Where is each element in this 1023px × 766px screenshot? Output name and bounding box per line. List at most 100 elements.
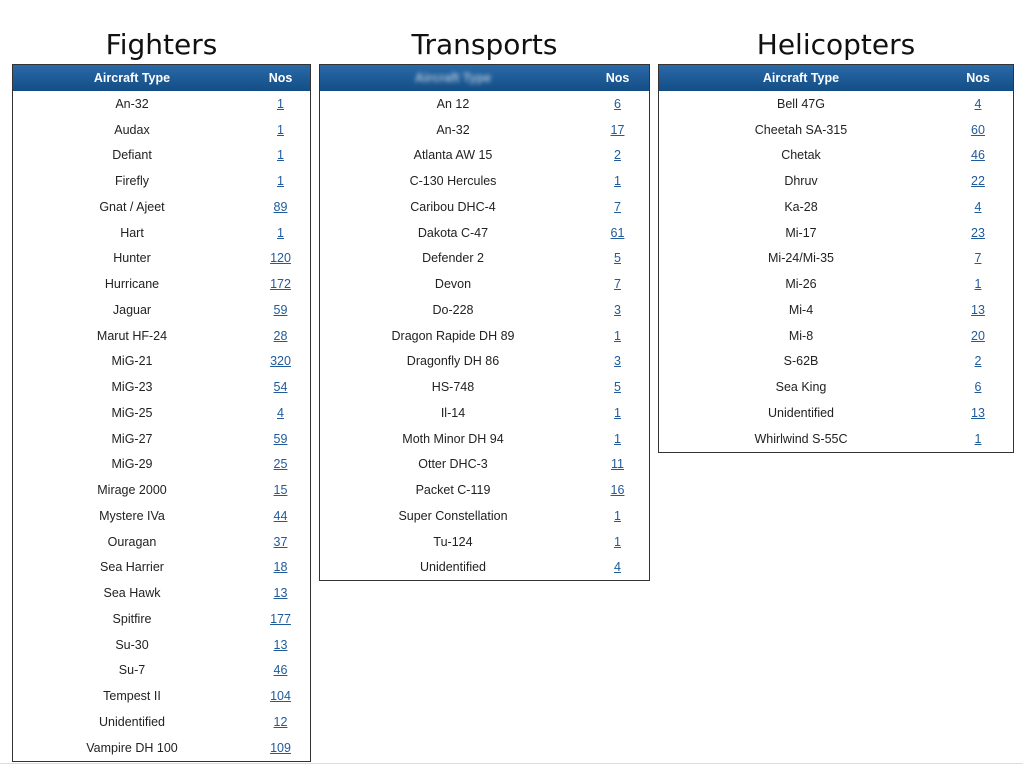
count-link[interactable]: 44 xyxy=(273,508,288,523)
count-link[interactable]: 5 xyxy=(614,251,621,266)
count-link[interactable]: 7 xyxy=(974,251,982,266)
count-link[interactable]: 1 xyxy=(614,405,621,420)
count-link[interactable]: 59 xyxy=(273,302,288,317)
count-link[interactable]: 1 xyxy=(277,148,284,163)
aircraft-type: Hurricane xyxy=(104,277,160,292)
table-row: Marut HF-24 28 xyxy=(13,323,310,349)
count-link[interactable]: 4 xyxy=(614,560,621,575)
count-link[interactable]: 1 xyxy=(614,174,621,189)
table-row: Dhruv 22 xyxy=(659,168,1013,194)
count-link[interactable]: 1 xyxy=(614,534,621,549)
count-link[interactable]: 3 xyxy=(614,354,621,369)
count-link[interactable]: 1 xyxy=(277,174,284,189)
count-link[interactable]: 320 xyxy=(270,354,291,369)
count-link[interactable]: 13 xyxy=(273,586,288,601)
count-link[interactable]: 59 xyxy=(273,431,288,446)
count-link[interactable]: 172 xyxy=(270,277,291,292)
count-link[interactable]: 1 xyxy=(974,277,982,292)
table-row: Tu-124 1 xyxy=(320,529,649,555)
count-link[interactable]: 1 xyxy=(614,328,621,343)
count-cell: 1 xyxy=(586,432,649,446)
table-row: Bell 47G 4 xyxy=(659,91,1013,117)
count-link[interactable]: 4 xyxy=(974,199,982,214)
count-link[interactable]: 46 xyxy=(273,663,288,678)
table-row: Defender 2 5 xyxy=(320,246,649,272)
table-row: Packet C-119 16 xyxy=(320,477,649,503)
count-cell: 1 xyxy=(943,432,1013,446)
aircraft-type: Dragonfly DH 86 xyxy=(406,354,500,369)
footer-line xyxy=(0,763,1023,764)
count-cell: 13 xyxy=(943,406,1013,420)
count-cell: 6 xyxy=(943,380,1013,394)
count-link[interactable]: 17 xyxy=(610,122,625,137)
count-link[interactable]: 13 xyxy=(971,405,985,420)
count-cell: 13 xyxy=(251,638,310,652)
count-cell: 6 xyxy=(586,97,649,111)
count-link[interactable]: 61 xyxy=(610,225,625,240)
count-link[interactable]: 46 xyxy=(971,148,985,163)
count-link[interactable]: 89 xyxy=(273,199,288,214)
table-row: An 12 6 xyxy=(320,91,649,117)
count-link[interactable]: 12 xyxy=(273,714,288,729)
count-cell: 5 xyxy=(586,380,649,394)
count-link[interactable]: 1 xyxy=(277,96,284,111)
count-link[interactable]: 3 xyxy=(614,302,621,317)
count-cell: 109 xyxy=(251,741,310,755)
count-link[interactable]: 16 xyxy=(610,483,625,498)
count-link[interactable]: 7 xyxy=(614,199,621,214)
count-link[interactable]: 1 xyxy=(277,225,284,240)
count-link[interactable]: 5 xyxy=(614,380,621,395)
count-link[interactable]: 1 xyxy=(614,508,621,523)
count-link[interactable]: 120 xyxy=(270,251,291,266)
count-link[interactable]: 23 xyxy=(971,225,985,240)
aircraft-type: Il-14 xyxy=(440,405,466,420)
header-row: Aircraft Type Nos xyxy=(659,65,1013,91)
aircraft-type: Whirlwind S-55C xyxy=(754,431,848,446)
aircraft-type: S-62B xyxy=(783,354,819,369)
count-cell: 1 xyxy=(586,406,649,420)
count-link[interactable]: 177 xyxy=(270,611,291,626)
table-row: MiG-29 25 xyxy=(13,452,310,478)
count-link[interactable]: 13 xyxy=(273,637,288,652)
count-link[interactable]: 2 xyxy=(614,148,621,163)
count-link[interactable]: 2 xyxy=(974,354,982,369)
count-link[interactable]: 1 xyxy=(614,431,621,446)
table-row: Tempest II 104 xyxy=(13,683,310,709)
table-row: Mi-26 1 xyxy=(659,271,1013,297)
table-row: Chetak 46 xyxy=(659,143,1013,169)
column-header: Nos xyxy=(605,71,630,85)
aircraft-type: MiG-25 xyxy=(111,405,153,420)
aircraft-type: MiG-21 xyxy=(111,354,153,369)
count-link[interactable]: 11 xyxy=(611,457,624,472)
count-link[interactable]: 1 xyxy=(277,122,284,137)
count-cell: 13 xyxy=(251,586,310,600)
count-link[interactable]: 7 xyxy=(614,277,621,292)
count-link[interactable]: 109 xyxy=(270,740,291,755)
count-link[interactable]: 6 xyxy=(614,96,621,111)
count-link[interactable]: 13 xyxy=(971,302,985,317)
count-link[interactable]: 20 xyxy=(971,328,985,343)
count-link[interactable]: 25 xyxy=(273,457,288,472)
aircraft-type: Unidentified xyxy=(98,714,165,729)
count-cell: 2 xyxy=(943,354,1013,368)
count-cell: 46 xyxy=(943,148,1013,162)
aircraft-type: Audax xyxy=(114,122,150,137)
count-link[interactable]: 37 xyxy=(273,534,288,549)
count-cell: 1 xyxy=(251,174,310,188)
count-link[interactable]: 18 xyxy=(273,560,288,575)
count-link[interactable]: 4 xyxy=(974,96,982,111)
count-link[interactable]: 60 xyxy=(971,122,985,137)
aircraft-type: An-32 xyxy=(115,96,149,111)
count-cell: 59 xyxy=(251,303,310,317)
count-link[interactable]: 1 xyxy=(974,431,982,446)
count-link[interactable]: 22 xyxy=(971,174,985,189)
count-link[interactable]: 54 xyxy=(273,380,288,395)
count-cell: 59 xyxy=(251,432,310,446)
count-link[interactable]: 6 xyxy=(974,380,982,395)
column-header: Aircraft Type xyxy=(762,71,840,85)
count-link[interactable]: 28 xyxy=(273,328,288,343)
aircraft-type: Sea Harrier xyxy=(100,560,164,575)
count-link[interactable]: 104 xyxy=(270,689,291,704)
count-link[interactable]: 4 xyxy=(277,405,284,420)
count-link[interactable]: 15 xyxy=(273,483,288,498)
